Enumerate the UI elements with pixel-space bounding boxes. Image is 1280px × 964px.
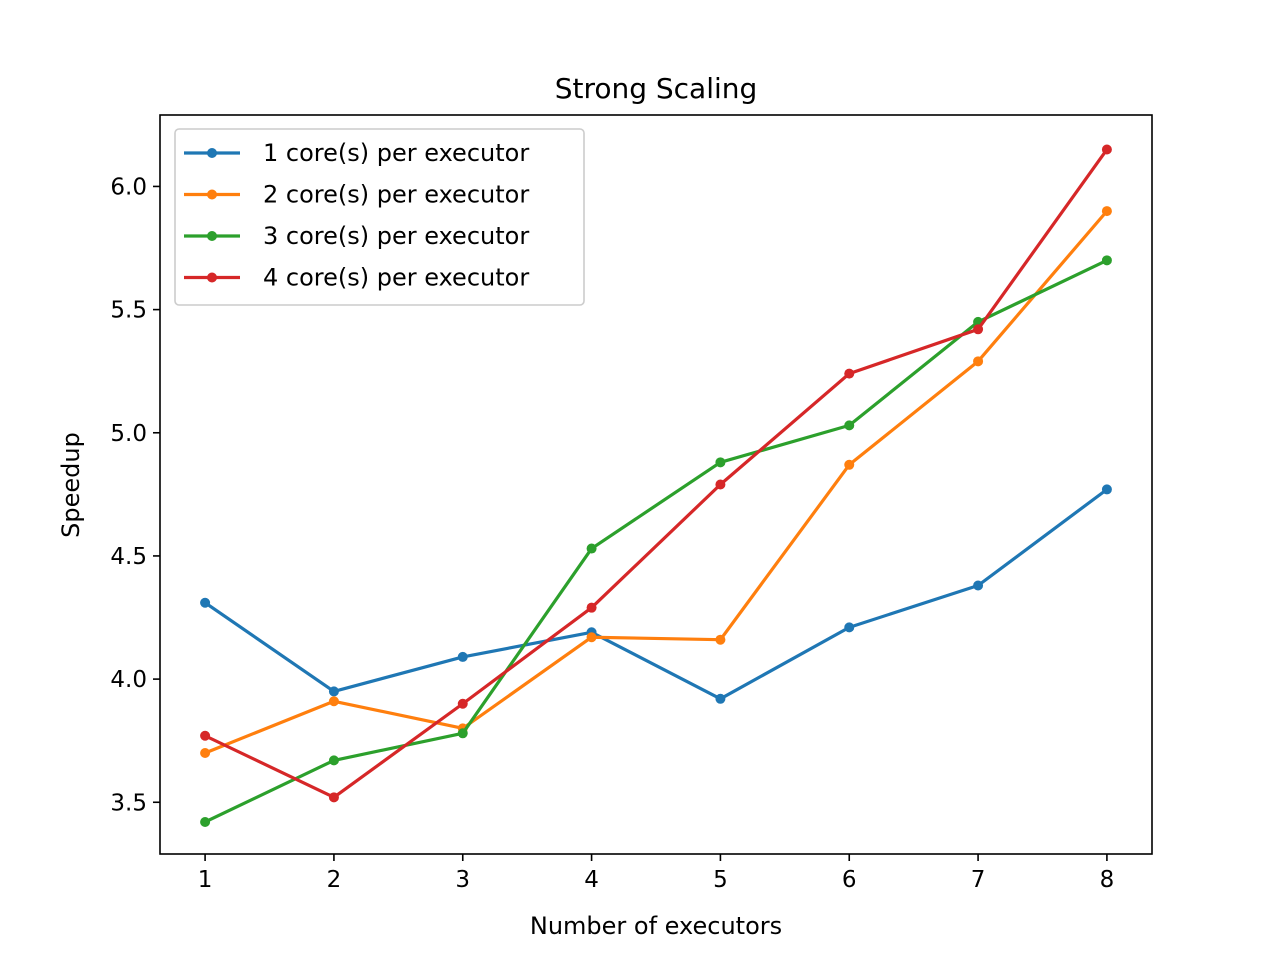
legend-entry-4: 4 core(s) per executor xyxy=(184,264,529,292)
legend-label: 3 core(s) per executor xyxy=(263,222,529,250)
series-2-point xyxy=(973,356,984,367)
legend-entry-1: 1 core(s) per executor xyxy=(184,139,529,167)
x-axis: 1 2 3 4 5 6 7 8 xyxy=(198,854,1114,893)
y-tick-label: 4.5 xyxy=(110,544,147,570)
y-tick-label: 6.0 xyxy=(110,174,147,200)
series-2-point xyxy=(1101,206,1112,217)
legend-label: 2 core(s) per executor xyxy=(263,181,529,209)
series-1-point xyxy=(973,580,984,591)
x-tick-label: 8 xyxy=(1100,867,1115,893)
plot-area: 1 2 3 4 5 6 7 8 3.5 4.0 4.5 5.0 5.5 6.0 xyxy=(110,114,1153,893)
series-4-line xyxy=(202,147,1110,799)
legend-label: 1 core(s) per executor xyxy=(263,139,529,167)
series-3-point xyxy=(328,755,339,766)
series-2-point xyxy=(200,748,211,759)
series-4-point xyxy=(1101,144,1112,155)
series-2-point xyxy=(715,634,726,645)
series-1-point xyxy=(1101,484,1112,495)
legend-entry-3: 3 core(s) per executor xyxy=(184,222,529,250)
x-tick-label: 3 xyxy=(455,867,470,893)
legend-marker xyxy=(207,148,217,158)
series-4-point xyxy=(586,602,597,613)
series-4-point xyxy=(715,479,726,490)
x-tick-label: 1 xyxy=(198,867,213,893)
series-3-point xyxy=(200,816,211,827)
plot-frame xyxy=(159,114,1153,855)
legend: 1 core(s) per executor 2 core(s) per exec… xyxy=(174,128,585,306)
x-tick-label: 5 xyxy=(713,867,728,893)
y-tick-label: 3.5 xyxy=(110,790,147,816)
series-3 xyxy=(200,255,1112,827)
legend-label: 4 core(s) per executor xyxy=(263,264,529,292)
legend-box xyxy=(174,128,585,306)
series-1-point xyxy=(844,622,855,633)
series-2-point xyxy=(586,632,597,643)
y-axis-label: Speedup xyxy=(57,432,85,538)
x-tick-label: 2 xyxy=(327,867,342,893)
legend-marker xyxy=(207,189,217,200)
chart-title: Strong Scaling xyxy=(555,72,758,105)
y-axis: 3.5 4.0 4.5 5.0 5.5 6.0 xyxy=(110,174,160,816)
series-1-point xyxy=(457,651,468,662)
series-3-point xyxy=(844,420,855,431)
x-tick-label: 6 xyxy=(842,867,857,893)
x-tick-label: 7 xyxy=(971,867,986,893)
series-3-point xyxy=(586,543,597,554)
series-3-point xyxy=(457,728,468,739)
series-2-point xyxy=(844,459,855,470)
series-2-line xyxy=(203,208,1110,756)
legend-marker xyxy=(207,231,217,241)
y-tick-label: 4.0 xyxy=(110,667,147,693)
series-4 xyxy=(200,144,1112,803)
series-1-point xyxy=(715,693,726,704)
series-4-point xyxy=(200,730,211,741)
x-axis-label: Number of executors xyxy=(530,912,782,940)
y-tick-label: 5.0 xyxy=(110,421,147,447)
series-4-point xyxy=(457,698,468,709)
series-3-point xyxy=(715,457,726,468)
series-3-line xyxy=(202,258,1110,825)
legend-marker xyxy=(207,272,217,283)
series-4-point xyxy=(844,368,855,379)
series-4-point xyxy=(328,792,339,803)
series-3-point xyxy=(1101,255,1112,266)
series-1-point xyxy=(200,597,211,608)
series-1-line xyxy=(202,487,1110,701)
series-4-point xyxy=(973,324,984,335)
legend-entry-2: 2 core(s) per executor xyxy=(184,181,529,209)
series-1-point xyxy=(328,686,339,697)
series-2-point xyxy=(328,696,339,707)
y-tick-label: 5.5 xyxy=(110,298,147,324)
x-tick-label: 4 xyxy=(584,867,599,893)
